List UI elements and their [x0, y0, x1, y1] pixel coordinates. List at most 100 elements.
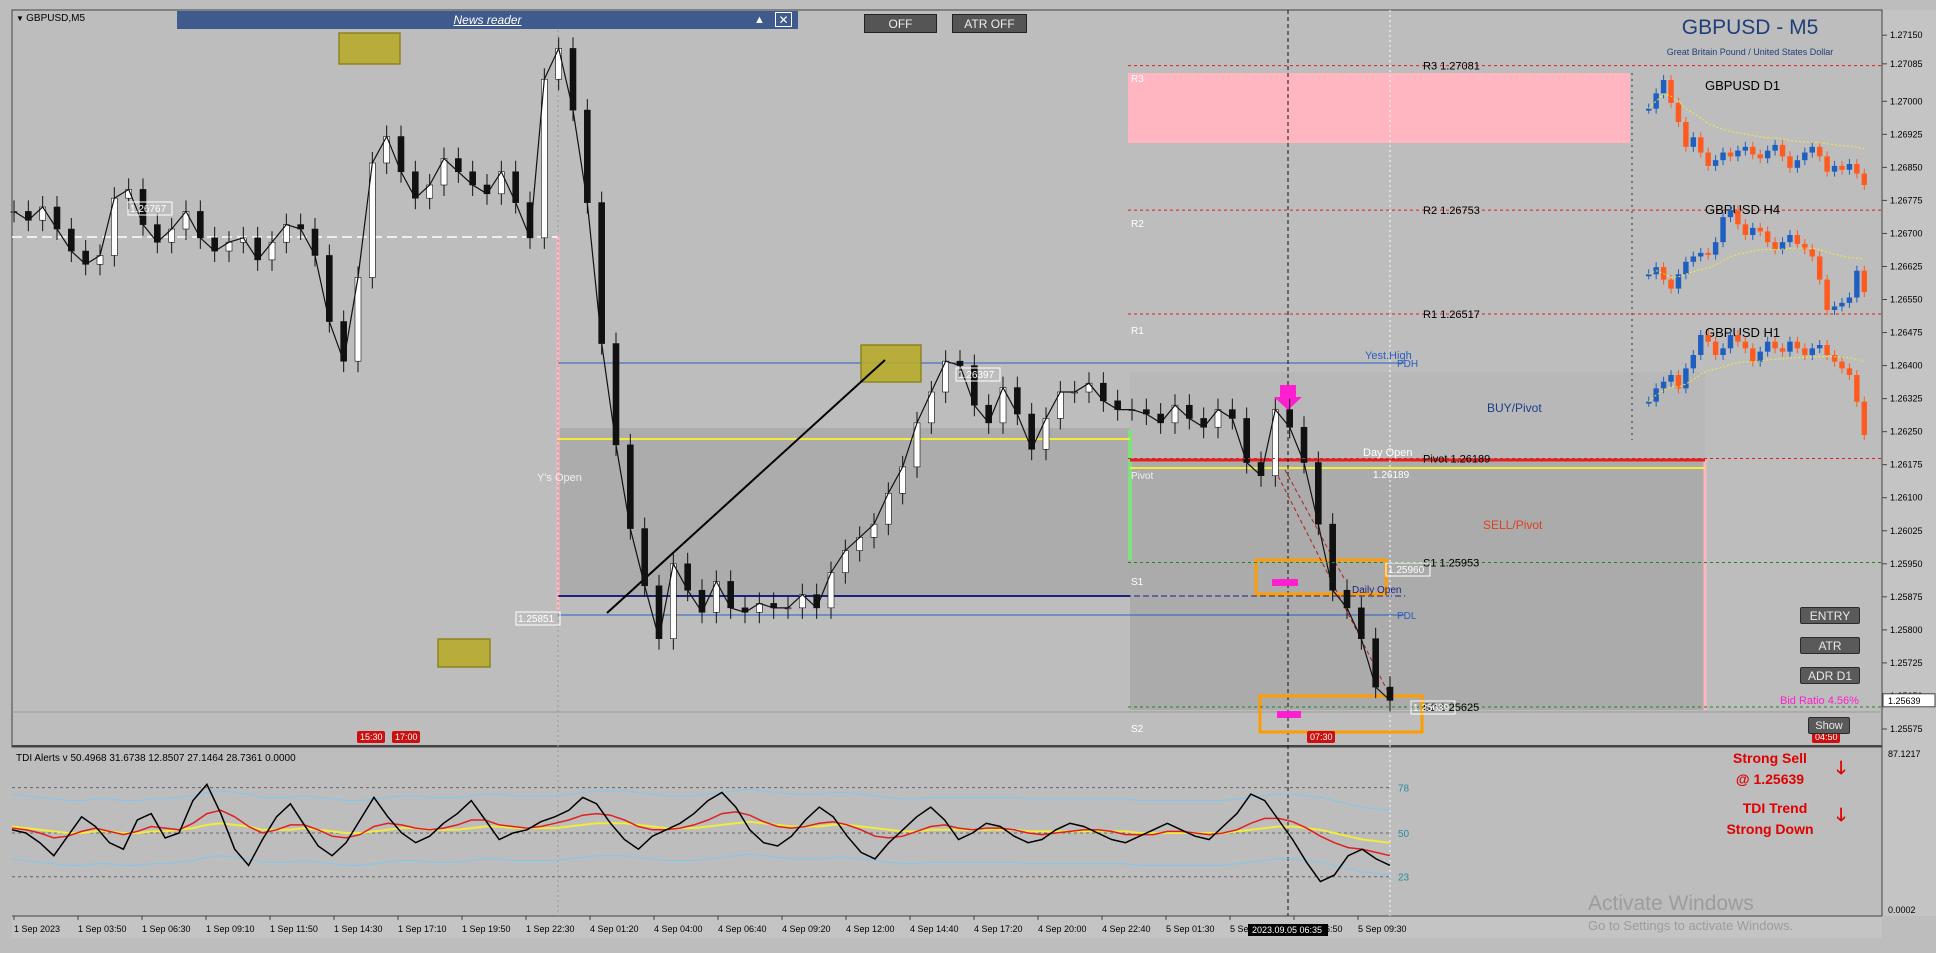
mtf-candle: [1646, 401, 1652, 404]
atr-button[interactable]: ATR: [1800, 637, 1860, 654]
bid-ratio-label: Bid Ratio 4.56%: [1780, 695, 1859, 707]
price-tick-label: 1.25875: [1890, 592, 1923, 602]
mtf-candle: [1779, 242, 1786, 250]
mtf-candle: [1854, 375, 1860, 402]
chart-tag: ▼ GBPUSD,M5: [16, 13, 86, 24]
trend-line: [606, 359, 886, 614]
pattern-box-mid: [860, 344, 922, 383]
mtf-candle: [1668, 80, 1674, 103]
mtf-ma-line: [1648, 356, 1865, 403]
time-tick-label: 4 Sep 04:00: [654, 924, 703, 934]
tdi-level-label: 78: [1398, 784, 1410, 795]
mtf-candle: [1824, 345, 1830, 355]
price-tick-label: 1.25725: [1890, 658, 1923, 668]
mtf-candle: [1675, 274, 1682, 289]
time-tick-label: 5 Sep 01:30: [1166, 924, 1215, 934]
time-tick-label: 4 Sep 17:20: [974, 924, 1023, 934]
sell-arrow-marker: [1274, 385, 1302, 410]
mtf-candle: [1846, 368, 1853, 375]
pivot-level-label: S1 1.25953: [1423, 557, 1479, 569]
mtf-title: GBPUSD H4: [1705, 202, 1780, 217]
annotation-label: 15:30: [360, 732, 383, 742]
annotation-label: 1.25851: [518, 614, 555, 625]
time-tick-label: 1 Sep 03:50: [78, 924, 127, 934]
mtf-candle: [1787, 341, 1793, 352]
mtf-candle: [1757, 227, 1763, 232]
mtf-candle: [1735, 210, 1741, 225]
annotation-label: SELL/Pivot: [1483, 518, 1543, 532]
news-reader-label[interactable]: News reader: [453, 13, 522, 27]
news-reader-bar[interactable]: News reader: [177, 11, 798, 29]
buy-pivot-box: [1130, 372, 1705, 462]
time-scale-labels: 1 Sep 2023 1 Sep 03:50 1 Sep 06:30 1 Sep 09…: [13, 916, 1407, 936]
pivot-level-label: Pivot 1.26189: [1423, 454, 1490, 466]
mtf-candle: [1802, 348, 1808, 355]
news-close-icon[interactable]: ✕: [775, 12, 792, 27]
r3-pink-zone: [1128, 73, 1630, 143]
mtf-candle: [1824, 156, 1830, 172]
annotation-label: 1.26767: [130, 204, 167, 215]
atr-off-button[interactable]: ATR OFF: [952, 14, 1027, 33]
sell-down-arrow-icon: 🡓: [1836, 758, 1846, 778]
mtf-candle: [1839, 302, 1845, 307]
pivot-level-label: R3 1.27081: [1423, 61, 1480, 73]
time-alert-tag: [1307, 731, 1335, 743]
mtf-candle: [1653, 388, 1659, 402]
magenta-bar-1: [1272, 579, 1298, 586]
annotation-label: R3: [1131, 74, 1144, 85]
price-tick-label: 1.26925: [1890, 129, 1923, 139]
annotation-label: 17:00: [395, 732, 418, 742]
mtf-candle: [1720, 217, 1726, 243]
mtf-candle: [1720, 152, 1726, 161]
magenta-bar-2: [1277, 711, 1301, 718]
mtf-candle: [1742, 341, 1749, 349]
mtf-candle: [1690, 256, 1697, 262]
mtf-h1-chart: GBPUSD H1: [1646, 325, 1867, 440]
tdi-header: TDI Alerts v 50.4968 31.6738 12.8507 27.…: [16, 753, 296, 764]
mtf-candle: [1735, 335, 1741, 342]
mtf-candle: [1831, 306, 1838, 310]
mtf-title: GBPUSD H1: [1705, 325, 1780, 340]
mtf-candle: [1764, 231, 1771, 243]
tdi-trend-label: TDI Trend: [1742, 800, 1808, 816]
price-tick-label: 1.26475: [1890, 328, 1923, 338]
mtf-candle: [1683, 261, 1689, 275]
price-tick-label: 1.26025: [1890, 526, 1923, 536]
mtf-candle: [1861, 270, 1867, 293]
price-tick-label: 1.26850: [1890, 162, 1923, 172]
entry-button[interactable]: ENTRY: [1800, 607, 1860, 624]
mtf-candle: [1653, 93, 1659, 109]
price-tick-label: 1.26625: [1890, 261, 1923, 271]
price-scale-labels: 1.27150 1.27085 1.27000 1.26925 1.26850 1.267…: [1882, 30, 1936, 734]
news-collapse-icon[interactable]: ▲: [754, 14, 765, 26]
annotation-label: 04:50: [1815, 732, 1838, 742]
tdi-indicator-panel: TDI Alerts v 50.4968 31.6738 12.8507 27.…: [11, 749, 1921, 915]
mtf-candle: [1794, 341, 1801, 349]
mtf-candle: [1809, 249, 1815, 257]
annotation-label: 1.25960: [1388, 565, 1425, 576]
mtf-candle: [1750, 348, 1756, 362]
mtf-candle: [1854, 164, 1860, 174]
adr-d1-button[interactable]: ADR D1: [1800, 667, 1860, 684]
tdi-rsi-line: [11, 783, 1391, 883]
off-button[interactable]: OFF: [864, 14, 937, 33]
mtf-candle: [1831, 165, 1838, 172]
chart-menu-icon[interactable]: ▼: [16, 14, 27, 23]
mtf-candle: [1809, 146, 1815, 153]
pivot-level-lines: R3 1.27081 R2 1.26753 R1 1.26517 Pivot 1.26…: [1128, 61, 1882, 714]
mtf-candle: [1660, 381, 1667, 389]
mtf-candle: [1772, 242, 1778, 250]
pivot-level-label: R2 1.26753: [1423, 205, 1480, 217]
tdi-signal-line: [11, 809, 1391, 857]
mtf-candle: [1727, 152, 1734, 157]
price-tick-label: 1.26700: [1890, 228, 1923, 238]
time-tick-label: 4 Sep 12:00: [846, 924, 895, 934]
current-price-tag: [1882, 693, 1936, 708]
show-button[interactable]: Show: [1808, 717, 1850, 734]
mtf-candle: [1675, 375, 1682, 389]
price-label-box: [515, 611, 561, 626]
cursor-time-tag: [1248, 924, 1328, 936]
symbol-title: GBPUSD - M5: [1681, 16, 1819, 39]
mtf-candle: [1690, 355, 1697, 369]
